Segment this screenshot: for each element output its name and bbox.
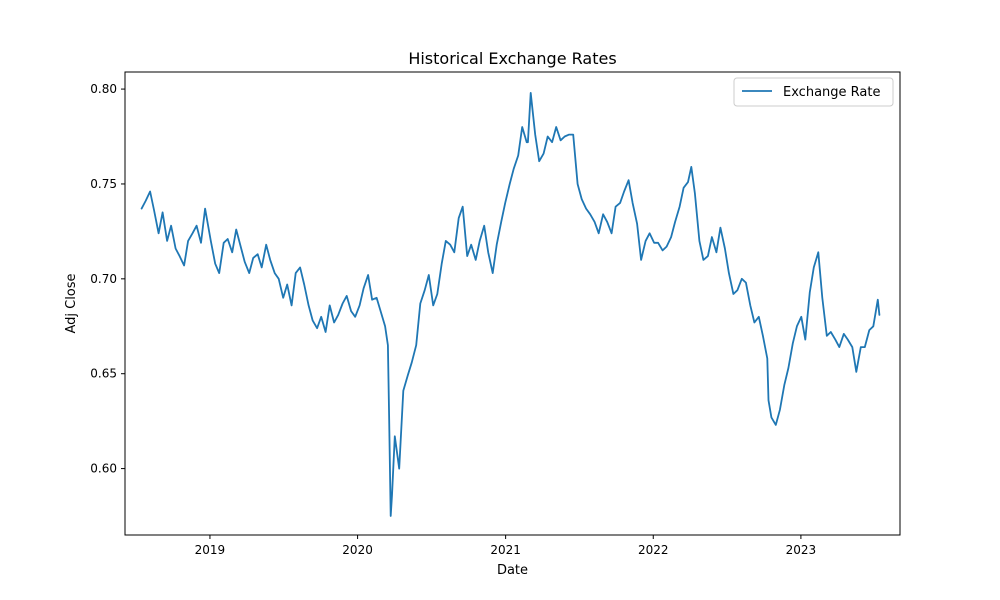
x-tick-label: 2023 [786, 543, 817, 557]
axes-frame [124, 71, 901, 536]
y-axis-title: Adj Close [64, 273, 79, 333]
y-tick-label: 0.80 [90, 82, 117, 96]
y-tick-label: 0.60 [90, 462, 117, 476]
y-axis: 0.60 0.65 0.70 0.75 0.80 [90, 82, 125, 476]
x-tick-label: 2020 [342, 543, 373, 557]
legend: Exchange Rate [733, 77, 894, 107]
legend-frame [733, 77, 894, 107]
x-tick-label: 2021 [490, 543, 521, 557]
y-tick-label: 0.70 [90, 272, 117, 286]
legend-label-exchange-rate: Exchange Rate [783, 85, 880, 100]
y-tick-label: 0.65 [90, 367, 117, 381]
x-tick-label: 2019 [195, 543, 226, 557]
y-tick-label: 0.75 [90, 177, 117, 191]
plot-area [140, 92, 881, 517]
x-axis-title: Date [497, 563, 528, 578]
x-tick-label: 2022 [638, 543, 669, 557]
series-line-exchange-rate [140, 92, 881, 517]
chart-title: Historical Exchange Rates [408, 49, 616, 68]
x-axis: 2019 2020 2021 2022 2023 [195, 535, 817, 557]
